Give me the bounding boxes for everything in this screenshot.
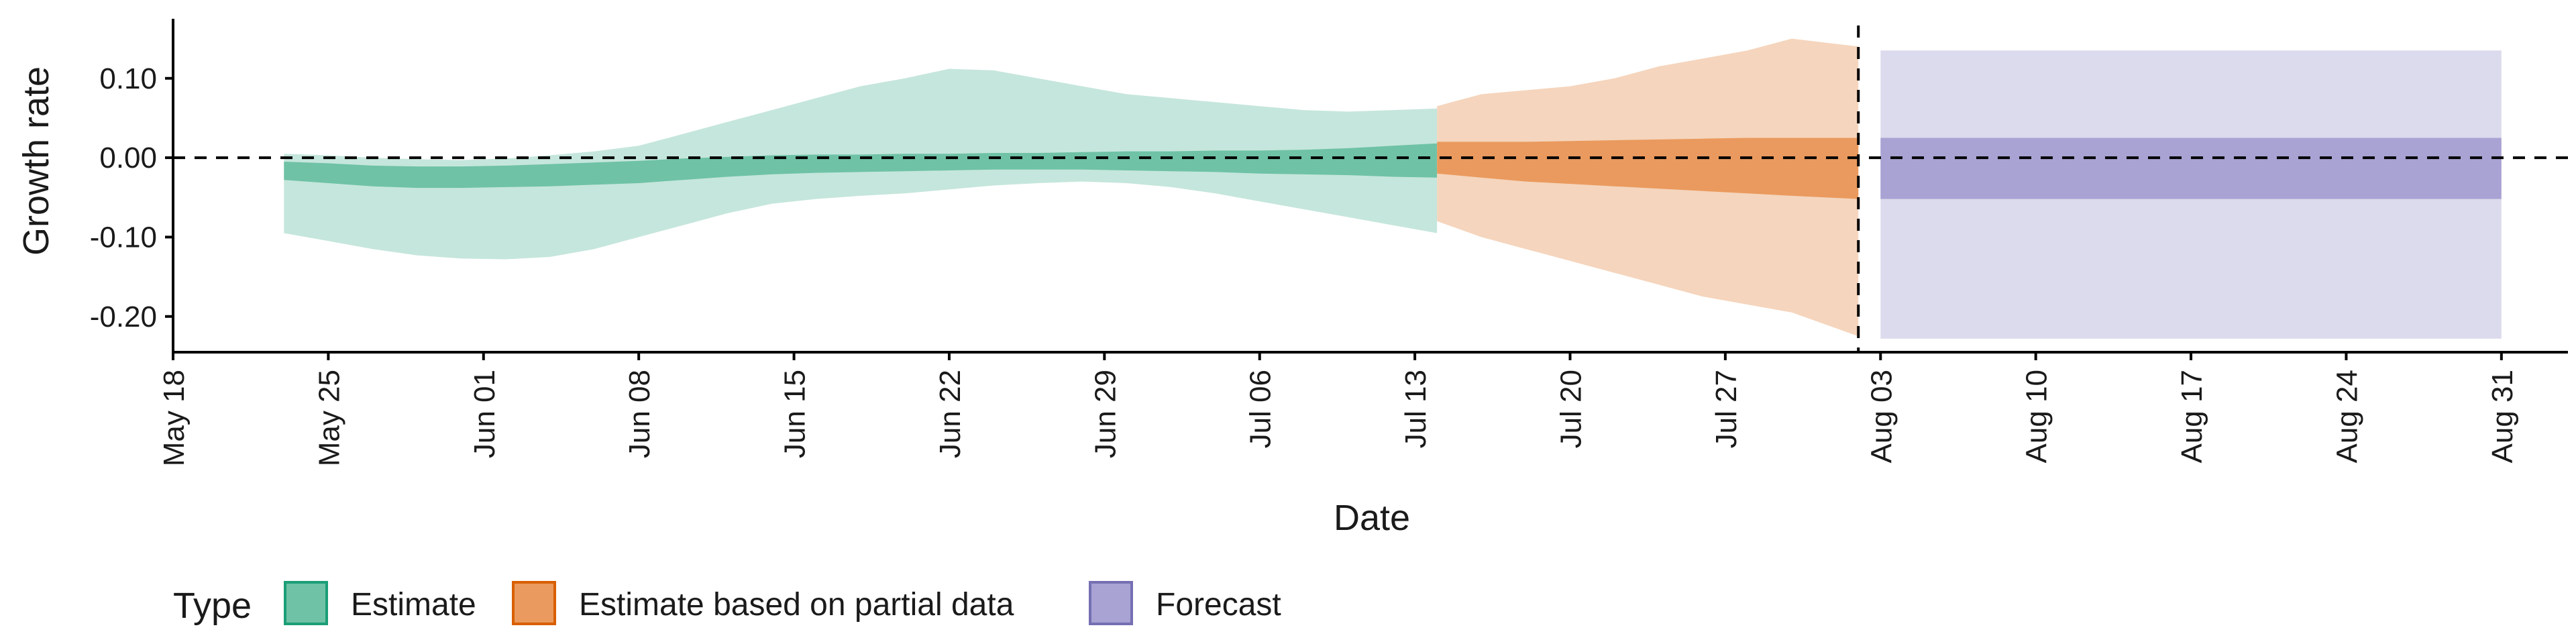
legend-label: Forecast [1156,587,1281,623]
axes: 0.10 0.00 -0.10 -0.20 May 18 May 25 Jun 01 Jun … [90,19,2568,466]
y-axis-title: Growth rate [16,66,56,256]
x-tick-label: Aug 10 [2021,370,2053,463]
legend-swatch [1089,581,1133,625]
x-axis-title: Date [1334,498,1410,538]
x-tick-label: Aug 17 [2176,370,2208,463]
legend-title: Type [173,586,252,626]
legend-label: Estimate based on partial data [579,587,1014,623]
x-tick-label: Jun 29 [1089,370,1122,458]
x-tick-label: Jun 22 [934,370,967,458]
y-tick-label: -0.10 [90,221,157,254]
x-tick-label: Jul 13 [1399,370,1432,448]
forecast-inner-band [1880,138,2502,199]
y-tick-label: 0.00 [99,142,157,174]
x-tick-label: Jul 20 [1555,370,1588,448]
legend-swatch [284,581,328,625]
x-tick-label: Aug 03 [1865,370,1898,463]
legend-swatch [512,581,556,625]
legend: Type Estimate Estimate based on partial d… [173,581,1281,626]
x-tick-label: Jul 27 [1710,370,1743,448]
x-tick-label: Aug 24 [2330,370,2363,463]
x-tick-label: Jun 08 [623,370,656,458]
y-tick-label: 0.10 [99,62,157,95]
plot-area [173,25,2568,352]
x-tick-label: Aug 31 [2486,370,2519,463]
legend-label: Estimate [351,587,476,623]
x-tick-label: Jun 01 [468,370,501,458]
y-tick-label: -0.20 [90,301,157,333]
x-tick-label: May 18 [158,370,191,466]
estimate-based-on-partial-data-inner-band [1437,138,1859,199]
x-tick-label: May 25 [313,370,345,466]
x-tick-label: Jun 15 [779,370,812,458]
x-tick-label: Jul 06 [1244,370,1277,448]
estimate-inner-band [284,143,1438,189]
